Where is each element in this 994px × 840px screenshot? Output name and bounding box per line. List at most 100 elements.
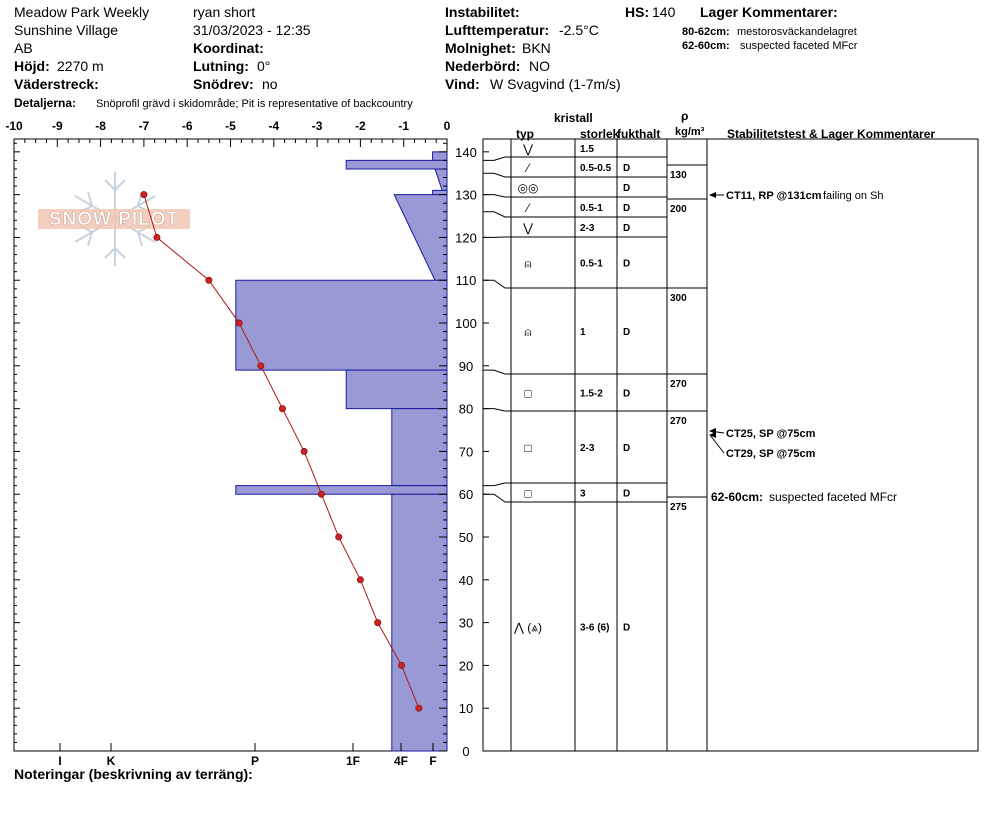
drift-label: Snödrev: xyxy=(193,76,254,92)
hardness-tick-label: P xyxy=(251,754,259,768)
logo-text: SNOW PILOT xyxy=(49,209,179,230)
temp-tick-label: -8 xyxy=(95,119,106,133)
density-value: 270 xyxy=(670,416,687,427)
layer-comment-text: mestorosväckandelagret xyxy=(737,26,857,38)
slope-value: 0° xyxy=(257,58,271,74)
temp-tick-label: -5 xyxy=(225,119,236,133)
coordinate-label: Koordinat: xyxy=(193,40,264,56)
density-symbol-header: ρ xyxy=(681,109,689,123)
precip-value: NO xyxy=(529,58,550,74)
temperature-point xyxy=(300,447,308,455)
temp-tick-label: -4 xyxy=(268,119,279,133)
temp-tick-label: -2 xyxy=(355,119,366,133)
height-tick-label: 70 xyxy=(459,444,473,459)
layer-comments-label: Lager Kommentarer: xyxy=(700,4,838,20)
hardness-tick-label: K xyxy=(107,754,116,768)
hardness-bar xyxy=(432,189,448,196)
height-tick-label: 60 xyxy=(459,487,473,502)
temp-tick-label: -3 xyxy=(312,119,323,133)
hs-value: 140 xyxy=(652,4,676,20)
density-value: 300 xyxy=(670,293,687,304)
layer-connector xyxy=(483,172,511,178)
air-temp-value: -2.5°C xyxy=(559,22,599,38)
grain-type-symbol: □ xyxy=(524,387,531,401)
temperature-point xyxy=(398,661,406,669)
layer-comment-text: suspected faceted MFcr xyxy=(769,490,897,504)
moisture-value: D xyxy=(623,489,630,500)
drift-value: no xyxy=(262,76,278,92)
hardness-tick-label: I xyxy=(58,754,61,768)
height-tick-label: 50 xyxy=(459,530,473,545)
type-header: typ xyxy=(516,127,534,141)
layer-connector xyxy=(483,279,511,289)
notes-label: Noteringar (beskrivning av terräng): xyxy=(14,766,253,782)
temp-tick-label: 0 xyxy=(444,119,451,133)
moisture-value: D xyxy=(623,623,630,634)
height-tick-label: 20 xyxy=(459,658,473,673)
hardness-bar xyxy=(345,369,448,410)
moisture-value: D xyxy=(623,259,630,270)
density-value: 130 xyxy=(670,170,687,181)
moisture-header: fukthalt xyxy=(617,127,661,141)
temp-tick-label: -1 xyxy=(398,119,409,133)
temperature-point xyxy=(317,490,325,498)
test-arrow-line xyxy=(709,434,725,454)
elevation-value: 2270 m xyxy=(57,58,104,74)
aspect-label: Väderstreck: xyxy=(14,76,99,92)
layer-comment-depth: 62-60cm: xyxy=(682,40,730,52)
grain-size: 0.5-1 xyxy=(580,203,603,214)
moisture-value: D xyxy=(623,183,630,194)
stability-header: Stabilitetstest & Lager Kommentarer xyxy=(727,127,936,141)
grain-type-symbol: ⋁ xyxy=(522,221,533,235)
moisture-value: D xyxy=(623,203,630,214)
density-value: 200 xyxy=(670,204,687,215)
test-arrow-head xyxy=(709,192,716,198)
hardness-bar xyxy=(235,279,448,371)
slope-label: Lutning: xyxy=(193,58,249,74)
layer-connector xyxy=(483,211,511,218)
test-arrow-head xyxy=(709,428,716,434)
moisture-value: D xyxy=(623,327,630,338)
temperature-point xyxy=(415,704,423,712)
height-tick-label: 140 xyxy=(455,145,477,160)
layer-comment-text: suspected faceted MFcr xyxy=(740,40,858,52)
layer-table-frame xyxy=(482,138,979,752)
test-arrow-head xyxy=(709,432,716,438)
snowpilot-logo: SNOW PILOT xyxy=(38,172,190,266)
density-value: 275 xyxy=(670,502,687,513)
moisture-value: D xyxy=(623,389,630,400)
observer-name: ryan short xyxy=(193,4,256,20)
layer-connector xyxy=(483,156,511,161)
temperature-point xyxy=(153,233,161,241)
density-value: 270 xyxy=(670,379,687,390)
hardness-tick-label: 4F xyxy=(394,754,408,768)
wind-value: W Svagvind (1-7m/s) xyxy=(490,76,621,92)
grain-type-symbol: ⍝ xyxy=(524,325,531,339)
temp-tick-label: -9 xyxy=(52,119,63,133)
stability-test-label: CT25, SP @75cm xyxy=(726,428,816,440)
temperature-point xyxy=(356,576,364,584)
stability-test-label: CT11, RP @131cm xyxy=(726,190,822,202)
layer-connector xyxy=(483,194,511,198)
hardness-bar xyxy=(235,485,448,495)
grain-size: 3-6 (6) xyxy=(580,623,609,634)
layer-connector xyxy=(483,493,511,503)
cloud-value: BKN xyxy=(522,40,551,56)
stability-test-label: CT29, SP @75cm xyxy=(726,448,816,460)
hardness-bar xyxy=(434,168,448,191)
axes: -10 -9 -8 -7 -6 -5 -4 -3 -2 -1 0140130120110100908… xyxy=(5,119,489,768)
grain-size: 2-3 xyxy=(580,223,595,234)
hardness-tick-label: F xyxy=(429,754,436,768)
crystal-header: kristall xyxy=(554,111,593,125)
moisture-value: D xyxy=(623,223,630,234)
height-tick-label: 110 xyxy=(456,273,477,288)
stability-test-note: failing on Sh xyxy=(823,190,884,202)
hardness-layers xyxy=(235,151,448,752)
hardness-bar xyxy=(345,159,448,170)
temp-tick-label: -7 xyxy=(139,119,150,133)
grain-size: 2-3 xyxy=(580,443,595,454)
cloud-label: Molnighet: xyxy=(445,40,516,56)
density-unit-header: kg/m³ xyxy=(675,126,705,138)
grain-type-symbol: ⋁ xyxy=(522,142,533,156)
temperature-point xyxy=(278,405,286,413)
